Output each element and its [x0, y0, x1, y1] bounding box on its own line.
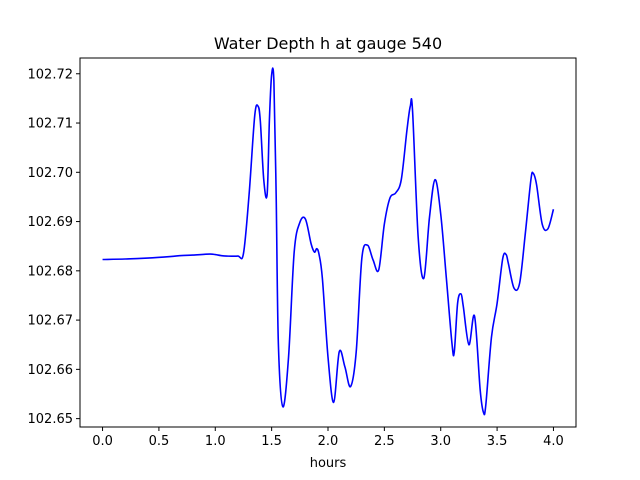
x-axis-label: hours — [310, 456, 347, 471]
x-tick-label: 3.0 — [430, 434, 451, 449]
x-tick-label: 1.0 — [205, 434, 226, 449]
plot-area — [102, 67, 555, 416]
y-tick-label: 102.72 — [28, 67, 74, 82]
y-tick-label: 102.66 — [28, 363, 74, 378]
axis-ticks: 0.0 0.5 1.0 1.5 2.0 2.5 3.0 3.5 4.0 102.65 102.66 1… — [28, 67, 564, 449]
y-tick-label: 102.67 — [28, 314, 74, 329]
x-tick-label: 4.0 — [543, 434, 564, 449]
y-tick-label: 102.69 — [28, 215, 74, 230]
series-line-0 — [102, 67, 555, 416]
chart-title: Water Depth h at gauge 540 — [214, 34, 442, 53]
x-tick-label: 0.5 — [149, 434, 170, 449]
x-tick-label: 2.0 — [318, 434, 339, 449]
y-tick-label: 102.71 — [28, 117, 74, 132]
y-tick-label: 102.68 — [28, 264, 74, 279]
x-tick-label: 1.5 — [261, 434, 282, 449]
y-tick-label: 102.70 — [28, 166, 74, 181]
axes-frame — [79, 57, 577, 428]
x-tick-label: 0.0 — [92, 434, 113, 449]
x-tick-label: 2.5 — [374, 434, 395, 449]
x-tick-label: 3.5 — [487, 434, 508, 449]
y-tick-label: 102.65 — [28, 412, 74, 427]
